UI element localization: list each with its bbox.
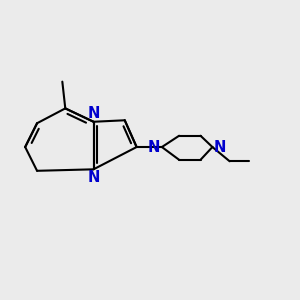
- Text: N: N: [87, 106, 100, 121]
- Text: N: N: [148, 140, 161, 154]
- Text: N: N: [87, 170, 100, 185]
- Text: N: N: [214, 140, 226, 154]
